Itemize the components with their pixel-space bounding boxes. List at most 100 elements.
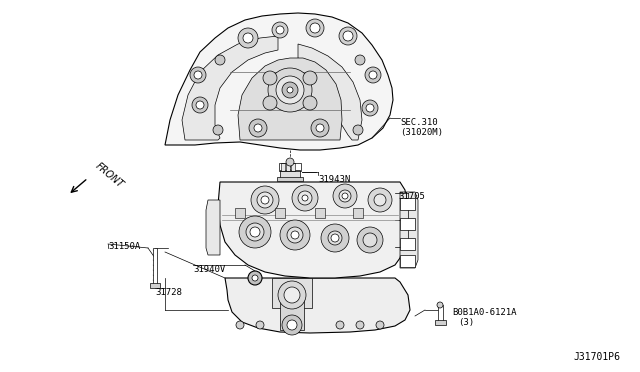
Text: 31943N: 31943N <box>318 175 350 184</box>
Circle shape <box>192 97 208 113</box>
Bar <box>438 305 443 323</box>
Bar <box>280 295 304 330</box>
Circle shape <box>252 275 258 281</box>
Circle shape <box>276 26 284 34</box>
Polygon shape <box>206 200 220 255</box>
Circle shape <box>342 193 348 199</box>
Circle shape <box>280 220 310 250</box>
Circle shape <box>249 119 267 137</box>
Text: SEC.310
(31020M): SEC.310 (31020M) <box>400 118 443 137</box>
Circle shape <box>238 28 258 48</box>
Circle shape <box>282 82 298 98</box>
Bar <box>235 208 245 218</box>
Circle shape <box>291 231 299 239</box>
Bar <box>153 248 157 286</box>
Bar <box>279 163 301 171</box>
Circle shape <box>215 55 225 65</box>
Text: 31150A: 31150A <box>108 242 140 251</box>
Bar <box>400 255 415 267</box>
Circle shape <box>268 68 312 112</box>
Circle shape <box>343 31 353 41</box>
Circle shape <box>213 125 223 135</box>
Circle shape <box>321 224 349 252</box>
Circle shape <box>292 185 318 211</box>
Circle shape <box>306 19 324 37</box>
Bar <box>272 278 312 308</box>
Bar <box>400 218 415 230</box>
Text: 31728: 31728 <box>155 288 182 297</box>
Circle shape <box>303 71 317 85</box>
Text: B0B1A0-6121A: B0B1A0-6121A <box>452 308 516 317</box>
Bar <box>281 163 285 171</box>
Circle shape <box>303 96 317 110</box>
Text: FRONT: FRONT <box>93 160 125 189</box>
Circle shape <box>374 194 386 206</box>
Circle shape <box>298 191 312 205</box>
Circle shape <box>333 184 357 208</box>
Polygon shape <box>218 182 408 278</box>
Circle shape <box>250 227 260 237</box>
Circle shape <box>339 27 357 45</box>
Circle shape <box>336 321 344 329</box>
Circle shape <box>256 321 264 329</box>
Circle shape <box>263 96 277 110</box>
Circle shape <box>196 101 204 109</box>
Bar <box>291 163 295 171</box>
Circle shape <box>302 195 308 201</box>
Circle shape <box>263 71 277 85</box>
Bar <box>277 177 303 181</box>
Circle shape <box>437 302 443 308</box>
Polygon shape <box>165 13 393 150</box>
Bar <box>280 170 300 178</box>
Circle shape <box>368 188 392 212</box>
Circle shape <box>194 71 202 79</box>
Bar <box>400 238 415 250</box>
Circle shape <box>316 124 324 132</box>
Circle shape <box>356 321 364 329</box>
Text: 31940V: 31940V <box>193 265 225 274</box>
Circle shape <box>362 100 378 116</box>
Circle shape <box>278 281 306 309</box>
Circle shape <box>246 223 264 241</box>
Circle shape <box>286 158 294 166</box>
Circle shape <box>365 67 381 83</box>
Circle shape <box>366 104 374 112</box>
Circle shape <box>257 192 273 208</box>
Circle shape <box>254 124 262 132</box>
Circle shape <box>236 321 244 329</box>
Polygon shape <box>400 192 418 268</box>
Circle shape <box>331 234 339 242</box>
Circle shape <box>261 196 269 204</box>
Circle shape <box>251 186 279 214</box>
Circle shape <box>311 119 329 137</box>
Circle shape <box>190 67 206 83</box>
Circle shape <box>376 321 384 329</box>
Circle shape <box>363 233 377 247</box>
Circle shape <box>284 287 300 303</box>
Bar <box>400 198 415 210</box>
Bar <box>315 208 325 218</box>
Circle shape <box>282 315 302 335</box>
Circle shape <box>369 71 377 79</box>
Polygon shape <box>182 36 278 140</box>
Polygon shape <box>225 278 410 333</box>
Circle shape <box>355 55 365 65</box>
Bar <box>353 208 363 218</box>
Circle shape <box>287 87 293 93</box>
Bar <box>150 283 160 288</box>
Circle shape <box>353 125 363 135</box>
Circle shape <box>239 216 271 248</box>
Bar <box>275 208 285 218</box>
Circle shape <box>248 271 262 285</box>
Text: 31705: 31705 <box>398 192 425 201</box>
Circle shape <box>287 227 303 243</box>
Circle shape <box>276 76 304 104</box>
Polygon shape <box>298 44 362 140</box>
Circle shape <box>357 227 383 253</box>
Circle shape <box>328 231 342 245</box>
Polygon shape <box>238 58 342 140</box>
Text: (3): (3) <box>458 318 474 327</box>
Bar <box>435 320 446 325</box>
Circle shape <box>243 33 253 43</box>
Bar <box>286 163 290 171</box>
